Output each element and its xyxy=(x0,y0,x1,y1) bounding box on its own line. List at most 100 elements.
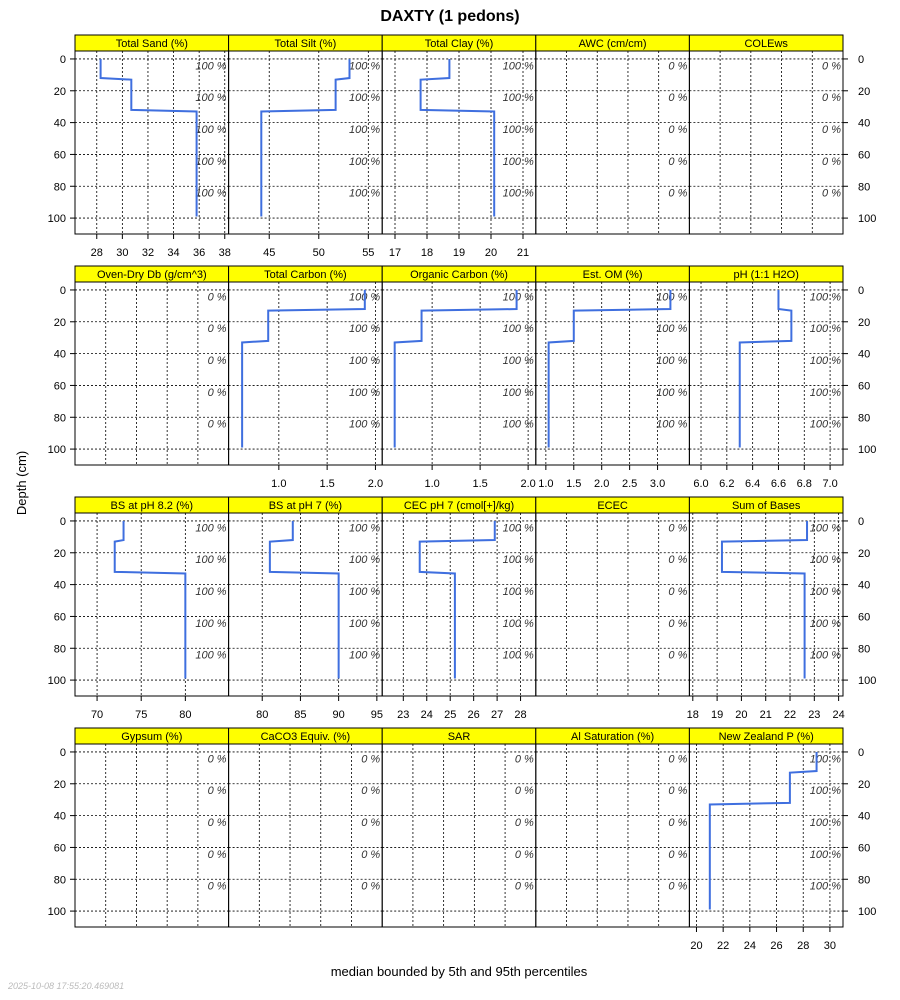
percent-label: 0 % xyxy=(208,753,227,765)
percent-label: 0 % xyxy=(208,387,227,399)
x-tick-label: 20 xyxy=(485,247,497,259)
profile-line xyxy=(268,520,340,679)
profile-line xyxy=(241,289,366,448)
percent-label: 0 % xyxy=(822,60,841,72)
percent-label: 100 % xyxy=(656,323,687,335)
percent-label: 0 % xyxy=(208,849,227,861)
percent-label: 100 % xyxy=(503,92,534,104)
y-tick-label-right: 20 xyxy=(858,317,870,329)
y-tick-label-right: 20 xyxy=(858,548,870,560)
y-tick-label-left: 60 xyxy=(54,149,66,161)
percent-label: 0 % xyxy=(515,785,534,797)
percent-label: 0 % xyxy=(208,323,227,335)
percent-label: 100 % xyxy=(349,522,380,534)
x-tick-label: 26 xyxy=(468,709,480,721)
percent-label: 0 % xyxy=(668,881,687,893)
chart-title: DAXTY (1 pedons) xyxy=(380,8,519,25)
percent-label: 100 % xyxy=(349,92,380,104)
y-tick-label-right: 60 xyxy=(858,380,870,392)
x-tick-label: 24 xyxy=(421,709,433,721)
percent-label: 100 % xyxy=(349,387,380,399)
percent-label: 0 % xyxy=(515,817,534,829)
percent-label: 100 % xyxy=(810,753,841,765)
x-tick-label: 26 xyxy=(770,940,782,952)
x-tick-label: 17 xyxy=(389,247,401,259)
panel-title: Total Sand (%) xyxy=(116,38,188,50)
percent-label: 0 % xyxy=(668,124,687,136)
panel-frame xyxy=(381,50,537,235)
percent-label: 0 % xyxy=(668,156,687,168)
percent-label: 0 % xyxy=(361,881,380,893)
panel-frame xyxy=(228,50,383,235)
percent-label: 100 % xyxy=(810,323,841,335)
percent-label: 100 % xyxy=(195,522,226,534)
x-tick-label: 1.0 xyxy=(424,478,439,490)
x-tick-label: 18 xyxy=(687,709,699,721)
percent-label: 100 % xyxy=(349,124,380,136)
percent-label: 0 % xyxy=(361,753,380,765)
percent-label: 0 % xyxy=(361,849,380,861)
panel-frame xyxy=(688,512,844,697)
y-tick-label-left: 80 xyxy=(54,643,66,655)
percent-label: 100 % xyxy=(349,650,380,662)
x-tick-label: 28 xyxy=(797,940,809,952)
percent-label: 100 % xyxy=(195,188,226,200)
x-tick-label: 22 xyxy=(784,709,796,721)
panel-title: CaCO3 Equiv. (%) xyxy=(261,731,351,743)
y-tick-label-right: 20 xyxy=(858,86,870,98)
x-tick-label: 32 xyxy=(142,247,154,259)
panel-frame xyxy=(688,281,844,466)
panel-title: Total Clay (%) xyxy=(425,38,493,50)
x-tick-label: 45 xyxy=(263,247,275,259)
x-tick-label: 1.5 xyxy=(319,478,334,490)
panel-title: Oven-Dry Db (g/cm^3) xyxy=(97,269,207,281)
y-tick-label-left: 0 xyxy=(60,516,66,528)
panel-frame xyxy=(535,743,690,928)
x-tick-label: 75 xyxy=(135,709,147,721)
x-tick-label: 2.0 xyxy=(368,478,383,490)
x-tick-label: 90 xyxy=(333,709,345,721)
x-tick-label: 34 xyxy=(167,247,179,259)
x-tick-label: 6.0 xyxy=(693,478,708,490)
panel-frame xyxy=(688,743,844,928)
y-tick-label-right: 0 xyxy=(858,54,864,66)
x-tick-label: 23 xyxy=(808,709,820,721)
y-tick-label-left: 80 xyxy=(54,181,66,193)
y-tick-label-left: 100 xyxy=(48,444,66,456)
percent-label: 100 % xyxy=(503,554,534,566)
y-tick-label-right: 0 xyxy=(858,747,864,759)
x-tick-label: 18 xyxy=(421,247,433,259)
x-tick-label: 95 xyxy=(371,709,383,721)
panel-frame xyxy=(228,743,383,928)
percent-label: 0 % xyxy=(208,419,227,431)
profile-line xyxy=(547,289,672,448)
y-tick-label-left: 40 xyxy=(54,118,66,130)
x-tick-label: 1.5 xyxy=(472,478,487,490)
percent-label: 100 % xyxy=(656,387,687,399)
x-tick-label: 70 xyxy=(91,709,103,721)
percent-label: 0 % xyxy=(208,291,227,303)
percent-label: 100 % xyxy=(656,355,687,367)
percent-label: 100 % xyxy=(195,554,226,566)
percent-label: 0 % xyxy=(208,785,227,797)
y-tick-label-left: 20 xyxy=(54,86,66,98)
y-tick-label-left: 100 xyxy=(48,906,66,918)
percent-label: 0 % xyxy=(668,188,687,200)
y-tick-label-left: 60 xyxy=(54,842,66,854)
profile-line xyxy=(738,289,793,448)
x-tick-label: 6.8 xyxy=(797,478,812,490)
percent-label: 0 % xyxy=(668,785,687,797)
x-tick-label: 21 xyxy=(517,247,529,259)
panel-title: Al Saturation (%) xyxy=(571,731,654,743)
x-tick-label: 28 xyxy=(514,709,526,721)
y-tick-label-right: 0 xyxy=(858,516,864,528)
y-tick-label-right: 60 xyxy=(858,149,870,161)
percent-label: 100 % xyxy=(810,817,841,829)
y-tick-label-right: 80 xyxy=(858,412,870,424)
x-tick-label: 6.6 xyxy=(771,478,786,490)
percent-label: 100 % xyxy=(810,881,841,893)
y-tick-label-left: 40 xyxy=(54,811,66,823)
panel-title: BS at pH 7 (%) xyxy=(269,500,342,512)
panel-title: Gypsum (%) xyxy=(121,731,182,743)
